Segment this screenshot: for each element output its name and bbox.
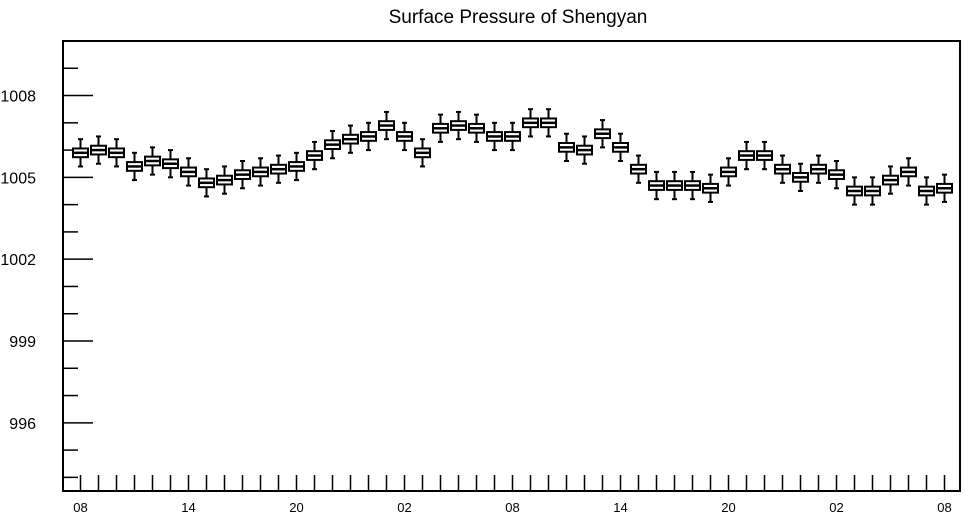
box-41 bbox=[810, 154, 827, 184]
box-9 bbox=[234, 160, 251, 190]
box-19 bbox=[414, 138, 431, 168]
x-tick-label: 02 bbox=[829, 500, 843, 515]
box-series bbox=[72, 108, 953, 206]
box-39 bbox=[774, 154, 791, 184]
box-2 bbox=[108, 138, 125, 168]
box-37 bbox=[738, 140, 755, 171]
x-tick-label: 08 bbox=[505, 500, 519, 515]
box-31 bbox=[630, 154, 647, 184]
y-tick-label: 1005 bbox=[0, 170, 36, 187]
box-47 bbox=[918, 176, 935, 206]
box-36 bbox=[720, 157, 737, 187]
box-22 bbox=[468, 113, 485, 143]
box-23 bbox=[486, 121, 503, 152]
box-14 bbox=[324, 130, 341, 160]
box-44 bbox=[864, 176, 881, 206]
y-tick-label: 1008 bbox=[0, 89, 36, 106]
box-29 bbox=[594, 119, 611, 149]
x-tick-label: 08 bbox=[937, 500, 951, 515]
x-tick-label: 14 bbox=[613, 500, 627, 515]
box-18 bbox=[396, 121, 413, 152]
box-13 bbox=[306, 140, 323, 171]
x-tick-label: 14 bbox=[181, 500, 195, 515]
y-axis: 996 999 1002 1005 1008 bbox=[0, 67, 93, 479]
box-24 bbox=[504, 121, 521, 152]
box-7 bbox=[198, 168, 215, 198]
box-30 bbox=[612, 132, 629, 162]
box-1 bbox=[90, 135, 107, 165]
box-45 bbox=[882, 165, 899, 195]
box-25 bbox=[522, 108, 539, 138]
box-4 bbox=[144, 146, 161, 176]
box-34 bbox=[684, 170, 701, 201]
box-8 bbox=[216, 165, 233, 195]
y-tick-label: 996 bbox=[9, 416, 36, 433]
box-15 bbox=[342, 124, 359, 154]
box-48 bbox=[936, 173, 953, 203]
box-43 bbox=[846, 176, 863, 206]
x-tick-label: 20 bbox=[721, 500, 735, 515]
box-26 bbox=[540, 108, 557, 138]
box-3 bbox=[126, 151, 143, 182]
plot-frame bbox=[62, 40, 961, 492]
box-46 bbox=[900, 157, 917, 187]
box-6 bbox=[180, 157, 197, 187]
box-21 bbox=[450, 110, 467, 141]
x-tick-label: 08 bbox=[73, 500, 87, 515]
box-11 bbox=[270, 154, 287, 184]
box-28 bbox=[576, 135, 593, 165]
box-5 bbox=[162, 149, 179, 179]
x-tick-label: 02 bbox=[397, 500, 411, 515]
box-27 bbox=[558, 132, 575, 162]
box-33 bbox=[666, 170, 683, 201]
box-42 bbox=[828, 160, 845, 190]
box-16 bbox=[360, 121, 377, 152]
y-tick-label: 1002 bbox=[0, 252, 36, 269]
box-32 bbox=[648, 170, 665, 201]
box-10 bbox=[252, 157, 269, 187]
chart-title: Surface Pressure of Shengyan bbox=[389, 7, 648, 28]
x-axis: 08 14 20 02 08 14 20 02 08 bbox=[73, 475, 952, 515]
box-35 bbox=[702, 173, 719, 203]
x-tick-label: 20 bbox=[289, 500, 303, 515]
box-17 bbox=[378, 110, 395, 141]
box-40 bbox=[792, 162, 809, 192]
box-12 bbox=[288, 151, 305, 182]
box-0 bbox=[72, 138, 89, 168]
box-38 bbox=[756, 140, 773, 171]
box-20 bbox=[432, 113, 449, 143]
y-tick-label: 999 bbox=[9, 334, 36, 351]
